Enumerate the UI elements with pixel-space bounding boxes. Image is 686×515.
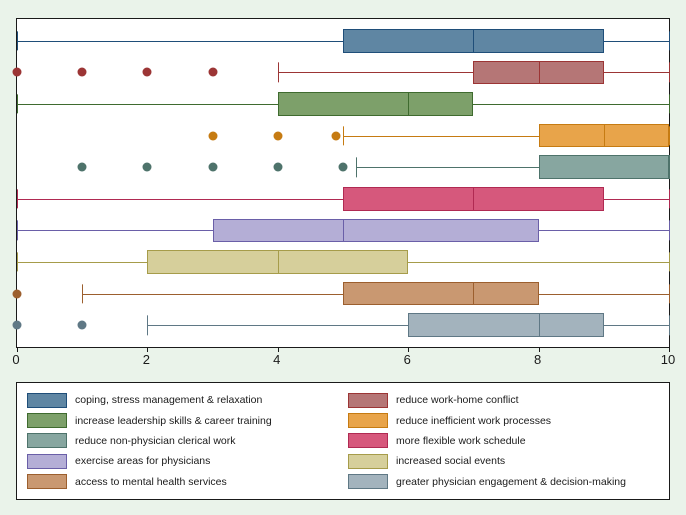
box [278,92,474,116]
legend-swatch [348,474,388,489]
outlier-point [143,163,152,172]
legend-label: coping, stress management & relaxation [75,394,262,406]
outlier-point [208,163,217,172]
legend-item: exercise areas for physicians [27,452,338,470]
outlier-point [273,163,282,172]
boxplot-row [17,217,669,245]
x-tick-label: 0 [12,352,19,367]
legend-item: more flexible work schedule [348,432,659,450]
legend-swatch [27,413,67,428]
outlier-point [143,68,152,77]
plot-area [16,18,670,348]
legend-item: reduce work-home conflict [348,391,659,409]
x-tick-label: 10 [661,352,675,367]
outlier-point [13,289,22,298]
boxplot-row [17,59,669,87]
x-tick-label: 6 [404,352,411,367]
box [539,155,669,179]
legend-swatch [27,474,67,489]
boxplot-row [17,185,669,213]
legend-swatch [348,433,388,448]
outlier-point [78,163,87,172]
legend-label: reduce non-physician clerical work [75,435,236,447]
legend-label: exercise areas for physicians [75,455,210,467]
legend-label: more flexible work schedule [396,435,526,447]
outlier-point [78,68,87,77]
outlier-point [78,321,87,330]
outlier-point [332,131,341,140]
outlier-point [339,163,348,172]
outlier-point [273,131,282,140]
x-tick-label: 2 [143,352,150,367]
x-axis-labels: 0246810 [16,352,670,372]
boxplot-row [17,280,669,308]
outlier-point [208,131,217,140]
legend-swatch [27,393,67,408]
outlier-point [13,321,22,330]
legend: coping, stress management & relaxation re… [16,382,670,500]
legend-label: greater physician engagement & decision-… [396,476,626,488]
x-tick-label: 8 [534,352,541,367]
legend-item: increased social events [348,452,659,470]
x-tick-label: 4 [273,352,280,367]
outlier-point [13,68,22,77]
legend-swatch [348,413,388,428]
legend-item: increase leadership skills & career trai… [27,411,338,429]
box [343,282,539,306]
boxplot-row [17,311,669,339]
legend-label: increased social events [396,455,505,467]
boxplot-row [17,27,669,55]
legend-item: greater physician engagement & decision-… [348,473,659,491]
legend-label: increase leadership skills & career trai… [75,415,272,427]
legend-label: reduce inefficient work processes [396,415,551,427]
legend-swatch [27,454,67,469]
boxplot-row [17,248,669,276]
legend-item: access to mental health services [27,473,338,491]
boxplot-row [17,122,669,150]
box [408,313,604,337]
legend-item: coping, stress management & relaxation [27,391,338,409]
chart-frame: 0 2 4 6 8 10 coping, stress management & rela… [0,0,686,515]
legend-label: access to mental health services [75,476,227,488]
boxplot-row [17,153,669,181]
legend-swatch [348,393,388,408]
legend-swatch [348,454,388,469]
outlier-point [208,68,217,77]
legend-label: reduce work-home conflict [396,394,519,406]
legend-item: reduce inefficient work processes [348,411,659,429]
box [213,219,539,243]
boxplot-row [17,90,669,118]
legend-item: reduce non-physician clerical work [27,432,338,450]
legend-swatch [27,433,67,448]
